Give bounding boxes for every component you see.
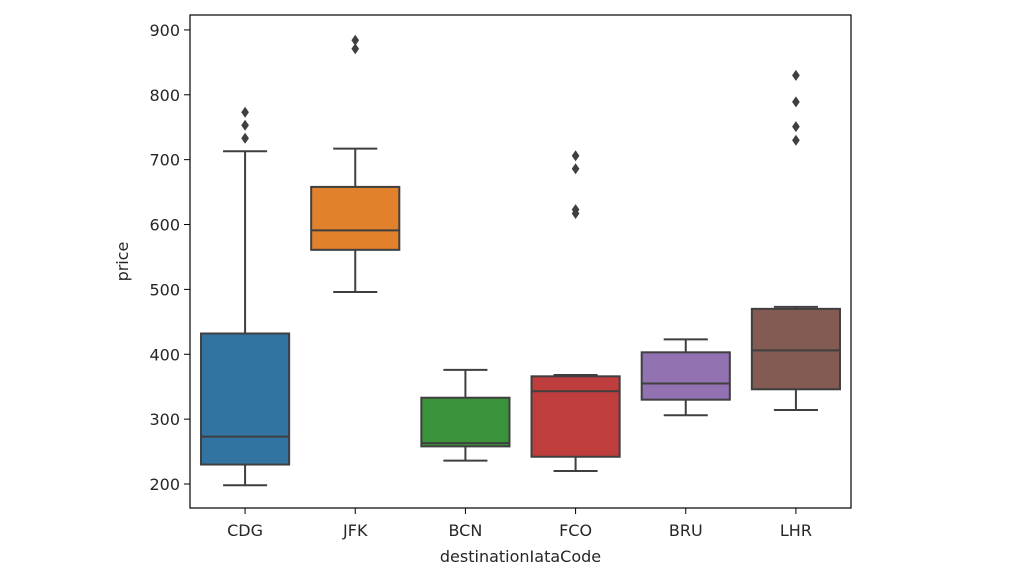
box-cdg — [200, 106, 291, 487]
y-tick-label-800: 800 — [149, 86, 180, 105]
iqr-box-bru — [640, 351, 731, 401]
iqr-box-bcn — [420, 396, 511, 448]
y-axis-ticks: 200 300 400 500 600 700 800 900 — [149, 21, 190, 494]
outlier-jfk-1 — [351, 34, 360, 46]
outlier-fco-1 — [571, 204, 580, 216]
x-axis-ticks: CDG JFK BCN FCO BRU LHR — [227, 508, 812, 540]
boxes-layer — [200, 34, 841, 487]
y-tick-label-200: 200 — [149, 475, 180, 494]
x-tick-label-cdg: CDG — [227, 521, 263, 540]
box-bcn — [420, 368, 511, 462]
outlier-lhr-2 — [792, 96, 800, 108]
outlier-lhr-3 — [792, 69, 800, 81]
x-axis-label: destinationIataCode — [440, 547, 601, 566]
outlier-lhr-0 — [792, 134, 800, 146]
box-jfk — [310, 34, 401, 293]
y-tick-label-500: 500 — [149, 280, 180, 299]
box-bru — [640, 338, 731, 417]
plot-frame — [189, 14, 852, 509]
iqr-box-jfk — [310, 185, 401, 251]
x-tick-label-bcn: BCN — [448, 521, 482, 540]
x-tick-label-jfk: JFK — [342, 521, 368, 540]
outlier-fco-2 — [571, 163, 580, 175]
outlier-lhr-1 — [792, 121, 800, 133]
iqr-box-lhr — [750, 307, 841, 391]
y-tick-label-400: 400 — [149, 345, 180, 364]
y-tick-label-600: 600 — [149, 216, 180, 235]
outlier-cdg-2 — [241, 106, 249, 118]
iqr-box-cdg — [200, 332, 291, 466]
x-tick-label-lhr: LHR — [780, 521, 812, 540]
y-tick-label-300: 300 — [149, 410, 180, 429]
outlier-cdg-1 — [241, 119, 249, 131]
x-tick-label-fco: FCO — [559, 521, 592, 540]
outlier-cdg-0 — [241, 132, 249, 144]
box-fco — [530, 150, 621, 473]
outlier-fco-3 — [571, 150, 580, 162]
x-tick-label-bru: BRU — [669, 521, 703, 540]
y-tick-label-700: 700 — [149, 151, 180, 170]
y-tick-label-900: 900 — [149, 21, 180, 40]
outlier-jfk-0 — [351, 43, 360, 55]
iqr-box-fco — [530, 375, 621, 458]
box-lhr — [750, 69, 841, 412]
y-axis-label: price — [113, 242, 132, 282]
